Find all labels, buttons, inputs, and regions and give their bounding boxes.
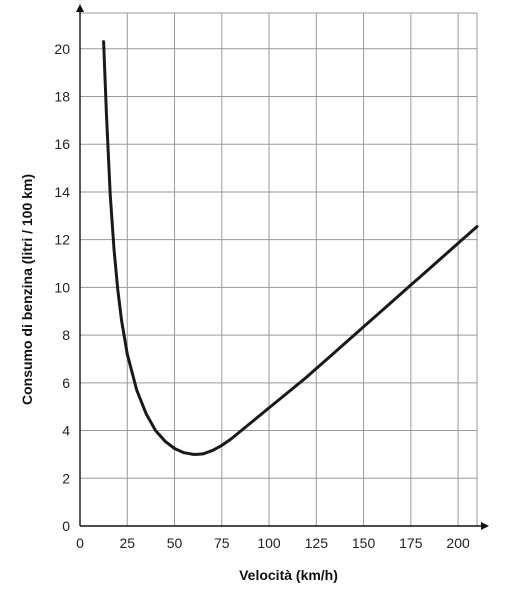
y-tick-label: 4 xyxy=(62,423,70,439)
y-tick-label: 0 xyxy=(62,518,70,534)
y-tick-label: 6 xyxy=(62,375,70,391)
x-axis-label: Velocità (km/h) xyxy=(239,567,338,583)
x-tick-label: 200 xyxy=(446,535,470,551)
y-tick-label: 10 xyxy=(54,279,70,295)
y-tick-label: 20 xyxy=(54,41,70,57)
series-line xyxy=(102,40,479,456)
y-tick-label: 12 xyxy=(54,232,70,248)
y-tick-label: 16 xyxy=(54,136,70,152)
x-tick-label: 125 xyxy=(305,535,329,551)
x-tick-label: 75 xyxy=(214,535,230,551)
grid xyxy=(80,12,478,526)
y-tick-label: 2 xyxy=(62,470,70,486)
y-axis-label: Consumo di benzina (litri / 100 km) xyxy=(19,174,35,405)
x-tick-label: 175 xyxy=(399,535,423,551)
x-tick-label: 150 xyxy=(352,535,376,551)
x-tick-label: 100 xyxy=(257,535,281,551)
axes xyxy=(76,4,489,530)
y-axis-arrow xyxy=(76,4,84,12)
y-tick-label: 18 xyxy=(54,89,70,105)
y-tick-label: 8 xyxy=(62,327,70,343)
x-tick-label: 0 xyxy=(76,535,84,551)
x-tick-label: 50 xyxy=(167,535,183,551)
y-tick-labels: 0 2 4 6 8 10 12 14 16 18 20 xyxy=(54,41,70,534)
x-tick-label: 25 xyxy=(119,535,135,551)
x-tick-labels: 0 25 50 75 100 125 150 175 200 xyxy=(76,535,470,551)
x-axis-arrow xyxy=(481,522,489,530)
y-tick-label: 14 xyxy=(54,184,70,200)
